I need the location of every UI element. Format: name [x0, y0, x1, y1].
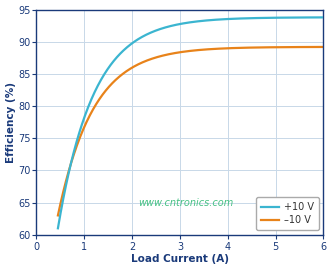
+10 V	[274, 16, 278, 19]
X-axis label: Load Current (A): Load Current (A)	[131, 254, 229, 264]
–10 V	[184, 50, 188, 53]
Line: +10 V: +10 V	[58, 17, 323, 228]
+10 V	[56, 227, 60, 230]
Legend: +10 V, –10 V: +10 V, –10 V	[256, 197, 318, 230]
–10 V	[321, 45, 325, 49]
Y-axis label: Efficiency (%): Efficiency (%)	[6, 82, 16, 163]
+10 V	[200, 19, 204, 23]
–10 V	[56, 214, 60, 217]
–10 V	[182, 50, 186, 53]
–10 V	[200, 48, 204, 51]
Text: www.cntronics.com: www.cntronics.com	[138, 198, 233, 208]
Line: –10 V: –10 V	[58, 47, 323, 215]
+10 V	[184, 21, 188, 25]
+10 V	[214, 18, 218, 21]
+10 V	[315, 16, 319, 19]
–10 V	[274, 46, 278, 49]
+10 V	[182, 22, 186, 25]
–10 V	[315, 45, 319, 49]
+10 V	[321, 16, 325, 19]
–10 V	[214, 47, 218, 50]
